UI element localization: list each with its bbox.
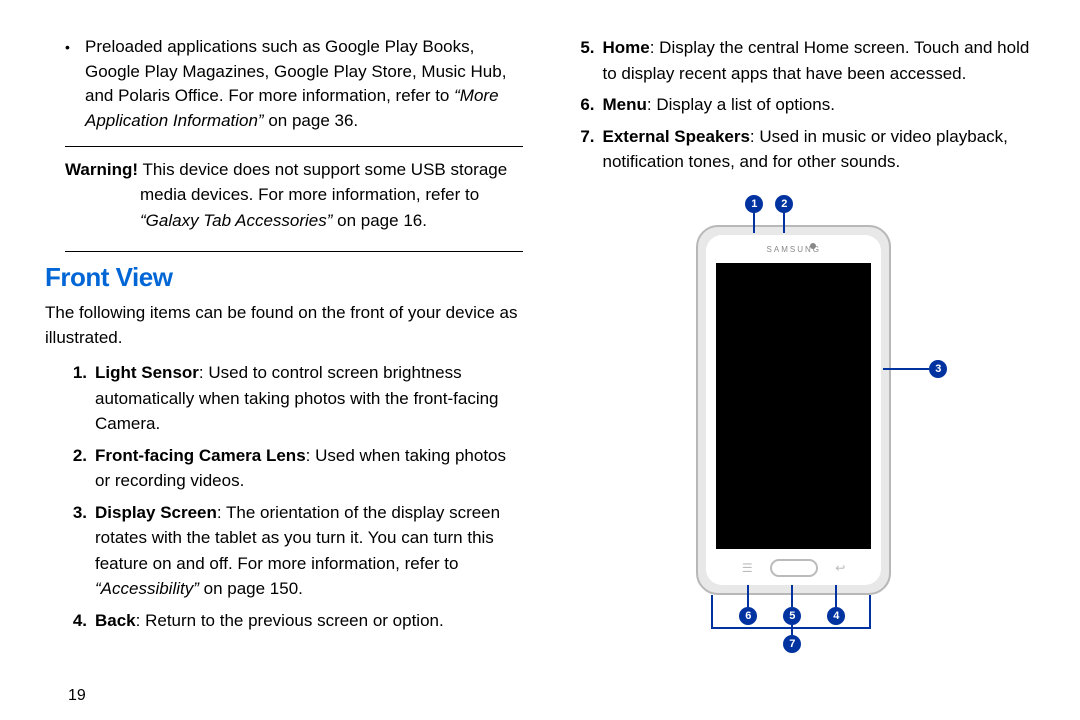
item-desc: : Display a list of options. (647, 95, 835, 114)
preloaded-apps-bullet: Preloaded applications such as Google Pl… (65, 35, 523, 134)
list-item: 3. Display Screen: The orientation of th… (65, 500, 523, 602)
item-desc: : Return to the previous screen or optio… (136, 611, 444, 630)
camera-icon (810, 243, 816, 249)
page-number: 19 (68, 687, 86, 705)
back-softkey-icon: ↩ (831, 561, 849, 573)
callout-7: 7 (783, 635, 801, 653)
display-screen (716, 263, 871, 549)
warning-line2: media devices. For more information, ref… (65, 182, 523, 208)
lead-line (747, 585, 749, 607)
item-number: 5. (573, 35, 603, 86)
device-bezel: SAMSUNG ☰ ↩ (706, 235, 881, 585)
item-number: 4. (65, 608, 95, 634)
callout-5: 5 (783, 607, 801, 625)
device-diagram: SAMSUNG ☰ ↩ 1 2 3 4 5 6 7 (651, 195, 951, 635)
list-item: 4. Back: Return to the previous screen o… (65, 608, 523, 634)
brand-label: SAMSUNG (706, 245, 881, 254)
callout-6: 6 (739, 607, 757, 625)
divider (65, 251, 523, 252)
callout-3: 3 (929, 360, 947, 378)
lead-line (783, 213, 785, 233)
lead-line (711, 595, 713, 629)
lead-line (835, 585, 837, 607)
item-title: Light Sensor (95, 363, 199, 382)
home-button-icon (770, 559, 818, 577)
right-column: 5. Home: Display the central Home screen… (563, 35, 1061, 705)
item-title: Front-facing Camera Lens (95, 446, 306, 465)
item-desc: : Display the central Home screen. Touch… (603, 38, 1030, 83)
list-item: 1. Light Sensor: Used to control screen … (65, 360, 523, 437)
item-number: 3. (65, 500, 95, 602)
callout-1: 1 (745, 195, 763, 213)
list-item: 5. Home: Display the central Home screen… (573, 35, 1031, 86)
lead-line (753, 213, 755, 233)
item-post: on page 150. (199, 579, 303, 598)
menu-softkey-icon: ☰ (738, 561, 756, 573)
bullet-icon (65, 35, 85, 134)
bullet-text: Preloaded applications such as Google Pl… (85, 35, 523, 134)
item-number: 2. (65, 443, 95, 494)
lead-line (869, 595, 871, 629)
item-title: External Speakers (603, 127, 750, 146)
bullet-post: on page 36. (268, 111, 358, 130)
front-view-list-left: 1. Light Sensor: Used to control screen … (65, 360, 523, 633)
left-column: Preloaded applications such as Google Pl… (20, 35, 533, 705)
item-number: 1. (65, 360, 95, 437)
warning-line1: This device does not support some USB st… (138, 160, 507, 179)
intro-text: The following items can be found on the … (45, 301, 523, 350)
item-title: Back (95, 611, 136, 630)
item-title: Home (603, 38, 650, 57)
item-ref: “Accessibility” (95, 579, 199, 598)
lead-line (791, 585, 793, 607)
list-item: 6. Menu: Display a list of options. (573, 92, 1031, 118)
warning-post: on page 16. (332, 211, 427, 230)
list-item: 7. External Speakers: Used in music or v… (573, 124, 1031, 175)
section-heading: Front View (45, 262, 523, 293)
device-outline: SAMSUNG ☰ ↩ (696, 225, 891, 595)
item-title: Menu (603, 95, 647, 114)
callout-4: 4 (827, 607, 845, 625)
item-title: Display Screen (95, 503, 217, 522)
warning-block: Warning! This device does not support so… (65, 157, 523, 234)
callout-2: 2 (775, 195, 793, 213)
item-number: 6. (573, 92, 603, 118)
front-view-list-right: 5. Home: Display the central Home screen… (573, 35, 1031, 175)
lead-line (711, 627, 871, 629)
divider (65, 146, 523, 147)
warning-label: Warning! (65, 160, 138, 179)
list-item: 2. Front-facing Camera Lens: Used when t… (65, 443, 523, 494)
item-number: 7. (573, 124, 603, 175)
warning-ref: “Galaxy Tab Accessories” (140, 211, 332, 230)
lead-line (883, 368, 929, 370)
bullet-pre: Preloaded applications such as Google Pl… (85, 37, 506, 105)
